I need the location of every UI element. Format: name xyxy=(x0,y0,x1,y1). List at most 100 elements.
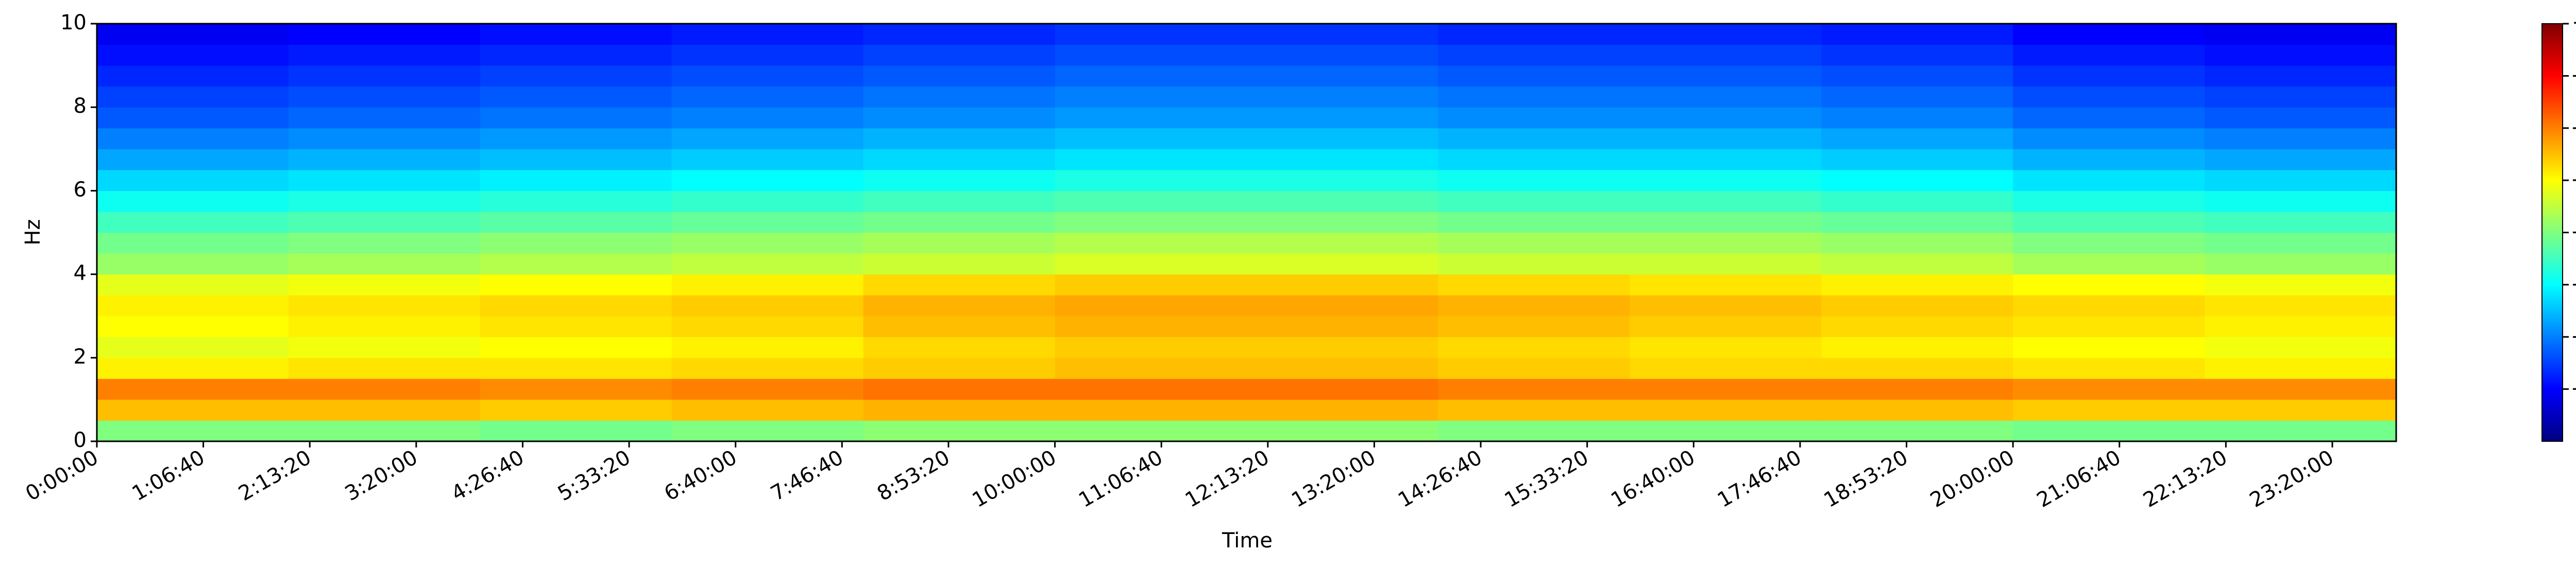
heatmap-cell xyxy=(671,169,864,191)
heatmap-cell xyxy=(1630,24,1822,45)
heatmap-cell xyxy=(2205,65,2397,87)
heatmap-cell xyxy=(671,65,864,87)
heatmap-cell xyxy=(1055,65,1247,87)
heatmap-cell xyxy=(1055,211,1247,233)
x-tick-label: 18:53:20 xyxy=(1820,445,1912,512)
heatmap-cell xyxy=(2205,44,2397,66)
heatmap-cell xyxy=(97,86,289,108)
heatmap-cell xyxy=(1246,191,1438,212)
heatmap-cell xyxy=(288,211,481,233)
colorbar-tick-label: -70 dB xyxy=(2572,376,2576,400)
heatmap-cell xyxy=(2205,357,2397,379)
heatmap-cell xyxy=(2013,191,2205,212)
x-tick-label: 17:46:40 xyxy=(1714,445,1806,512)
x-tick-label: 12:13:20 xyxy=(1181,445,1274,512)
heatmap-cell xyxy=(1438,149,1630,170)
heatmap-cell xyxy=(671,274,864,296)
heatmap-cell xyxy=(1246,399,1438,421)
heatmap-cell xyxy=(2205,295,2397,317)
x-tick-label: 15:33:20 xyxy=(1501,445,1593,512)
heatmap-cell xyxy=(1055,128,1247,149)
heatmap-cell xyxy=(2013,169,2205,191)
heatmap-cell xyxy=(480,253,672,275)
x-tick-label: 21:06:40 xyxy=(2033,445,2125,512)
heatmap-cell xyxy=(288,274,481,296)
heatmap-cell xyxy=(97,316,289,337)
heatmap-cell xyxy=(1246,295,1438,317)
heatmap-cell xyxy=(671,378,864,400)
heatmap-cell xyxy=(2013,274,2205,296)
colorbar-tick-label: -30 dB xyxy=(2572,167,2576,191)
heatmap-cell xyxy=(1821,211,2013,233)
colorbar-tick-label: -60 dB xyxy=(2572,324,2576,348)
heatmap-cell xyxy=(671,316,864,337)
x-tick-label: 8:53:20 xyxy=(873,445,954,506)
heatmap-cell xyxy=(863,86,1056,108)
heatmap-cell xyxy=(2205,128,2397,149)
heatmap-cell xyxy=(1438,107,1630,129)
heatmap-cell xyxy=(1630,337,1822,358)
heatmap-cell xyxy=(1438,128,1630,149)
heatmap-cell xyxy=(2013,44,2205,66)
heatmap-cell xyxy=(1246,65,1438,87)
heatmap-cell xyxy=(2205,86,2397,108)
heatmap-cell xyxy=(97,378,289,400)
heatmap-cell xyxy=(1438,24,1630,45)
heatmap-cell xyxy=(1630,107,1822,129)
heatmap-cell xyxy=(2205,169,2397,191)
heatmap xyxy=(97,24,2397,442)
heatmap-cell xyxy=(1821,420,2013,442)
heatmap-cell xyxy=(2013,420,2205,442)
heatmap-cell xyxy=(671,86,864,108)
x-tick-label: 5:33:20 xyxy=(554,445,635,506)
x-tick-label: 22:13:20 xyxy=(2139,445,2231,512)
heatmap-cell xyxy=(1630,274,1822,296)
colorbar xyxy=(2541,23,2563,442)
heatmap-cell xyxy=(1246,232,1438,254)
heatmap-cell xyxy=(671,399,864,421)
heatmap-cell xyxy=(288,86,481,108)
heatmap-cell xyxy=(1630,191,1822,212)
x-tick-label: 4:26:40 xyxy=(447,445,528,506)
heatmap-cell xyxy=(1246,24,1438,45)
heatmap-cell xyxy=(1438,211,1630,233)
colorbar-tick-label: -10 dB xyxy=(2572,63,2576,87)
heatmap-cell xyxy=(863,44,1056,66)
heatmap-cell xyxy=(288,357,481,379)
heatmap-cell xyxy=(288,107,481,129)
heatmap-cell xyxy=(2205,149,2397,170)
heatmap-cell xyxy=(97,399,289,421)
heatmap-cell xyxy=(2205,316,2397,337)
heatmap-cell xyxy=(1438,357,1630,379)
x-tick-label: 2:13:20 xyxy=(234,445,315,506)
heatmap-cell xyxy=(1055,399,1247,421)
heatmap-cell xyxy=(2013,316,2205,337)
heatmap-cell xyxy=(1821,169,2013,191)
heatmap-cell xyxy=(1630,420,1822,442)
heatmap-cell xyxy=(671,107,864,129)
heatmap-cell xyxy=(671,357,864,379)
heatmap-cell xyxy=(863,211,1056,233)
heatmap-cell xyxy=(1630,316,1822,337)
heatmap-cell xyxy=(863,149,1056,170)
heatmap-cell xyxy=(2013,232,2205,254)
y-tick-label: 10 xyxy=(60,11,87,35)
x-tick-label: 16:40:00 xyxy=(1607,445,1699,512)
heatmap-cell xyxy=(2013,399,2205,421)
heatmap-cell xyxy=(1246,86,1438,108)
heatmap-cell xyxy=(1821,399,2013,421)
heatmap-cell xyxy=(480,274,672,296)
heatmap-cell xyxy=(1438,169,1630,191)
colorbar-tick-label: +0 dB xyxy=(2572,11,2576,35)
heatmap-cell xyxy=(863,128,1056,149)
heatmap-cell xyxy=(480,24,672,45)
heatmap-cell xyxy=(1246,253,1438,275)
heatmap-cell xyxy=(1246,128,1438,149)
heatmap-cell xyxy=(1246,316,1438,337)
heatmap-cell xyxy=(1055,337,1247,358)
heatmap-cell xyxy=(671,420,864,442)
heatmap-cell xyxy=(2205,399,2397,421)
heatmap-cell xyxy=(97,211,289,233)
heatmap-cell xyxy=(1438,232,1630,254)
